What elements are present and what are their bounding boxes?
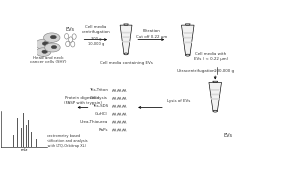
Polygon shape <box>183 42 192 43</box>
Text: Cell-lysis: Cell-lysis <box>90 96 108 100</box>
Text: Cell media containing EVs: Cell media containing EVs <box>100 61 153 65</box>
Polygon shape <box>122 41 130 43</box>
X-axis label: m/z: m/z <box>21 148 28 152</box>
Text: Cut off 0.22 µm: Cut off 0.22 µm <box>136 35 167 39</box>
Polygon shape <box>122 32 130 34</box>
Text: 300 g
10,000 g: 300 g 10,000 g <box>88 37 104 46</box>
Polygon shape <box>211 89 219 91</box>
Circle shape <box>43 33 60 42</box>
Circle shape <box>45 43 60 52</box>
Text: Urea-Thiourea: Urea-Thiourea <box>79 120 108 124</box>
Polygon shape <box>213 81 218 82</box>
Circle shape <box>36 48 51 56</box>
Text: Cell media with
EVs ( < 0.22 µm): Cell media with EVs ( < 0.22 µm) <box>194 52 228 61</box>
Ellipse shape <box>124 53 128 55</box>
Polygon shape <box>185 24 190 25</box>
Text: RaPs: RaPs <box>98 128 108 132</box>
Text: GuHCl: GuHCl <box>95 112 108 116</box>
Ellipse shape <box>66 41 70 47</box>
Circle shape <box>50 35 56 39</box>
Circle shape <box>42 50 47 53</box>
Text: Filtration: Filtration <box>142 29 160 33</box>
Polygon shape <box>120 25 132 54</box>
Circle shape <box>51 45 57 49</box>
Text: Tris-Triton: Tris-Triton <box>89 88 108 92</box>
Text: Ultracentrifugation: Ultracentrifugation <box>176 69 215 73</box>
Circle shape <box>42 42 49 45</box>
Ellipse shape <box>186 54 190 56</box>
Ellipse shape <box>69 37 73 42</box>
Polygon shape <box>122 36 130 38</box>
Polygon shape <box>183 37 192 38</box>
Polygon shape <box>124 24 128 25</box>
Ellipse shape <box>65 34 69 39</box>
Text: EVs: EVs <box>65 27 75 32</box>
Ellipse shape <box>213 110 217 112</box>
Text: 100,000 g: 100,000 g <box>214 69 235 73</box>
Polygon shape <box>211 98 219 100</box>
Text: Protein digestion
(FASP with trypsin): Protein digestion (FASP with trypsin) <box>64 96 101 105</box>
Text: EVs: EVs <box>223 133 232 138</box>
Text: Tris-SDS: Tris-SDS <box>92 104 108 108</box>
Text: Cell media
centrifugation: Cell media centrifugation <box>81 25 110 34</box>
Text: Head and neck
cancer cells (SHY): Head and neck cancer cells (SHY) <box>30 56 67 64</box>
Circle shape <box>35 39 53 49</box>
Text: Mass Spectrometry based
protein identification and analysis
(HPLC-MS² with LTQ-O: Mass Spectrometry based protein identifi… <box>27 134 88 148</box>
Polygon shape <box>209 82 222 111</box>
Polygon shape <box>181 25 194 55</box>
Polygon shape <box>183 32 192 34</box>
Ellipse shape <box>72 34 76 39</box>
Polygon shape <box>211 94 219 95</box>
Ellipse shape <box>71 41 75 47</box>
Text: Lysis of EVs: Lysis of EVs <box>167 99 190 103</box>
